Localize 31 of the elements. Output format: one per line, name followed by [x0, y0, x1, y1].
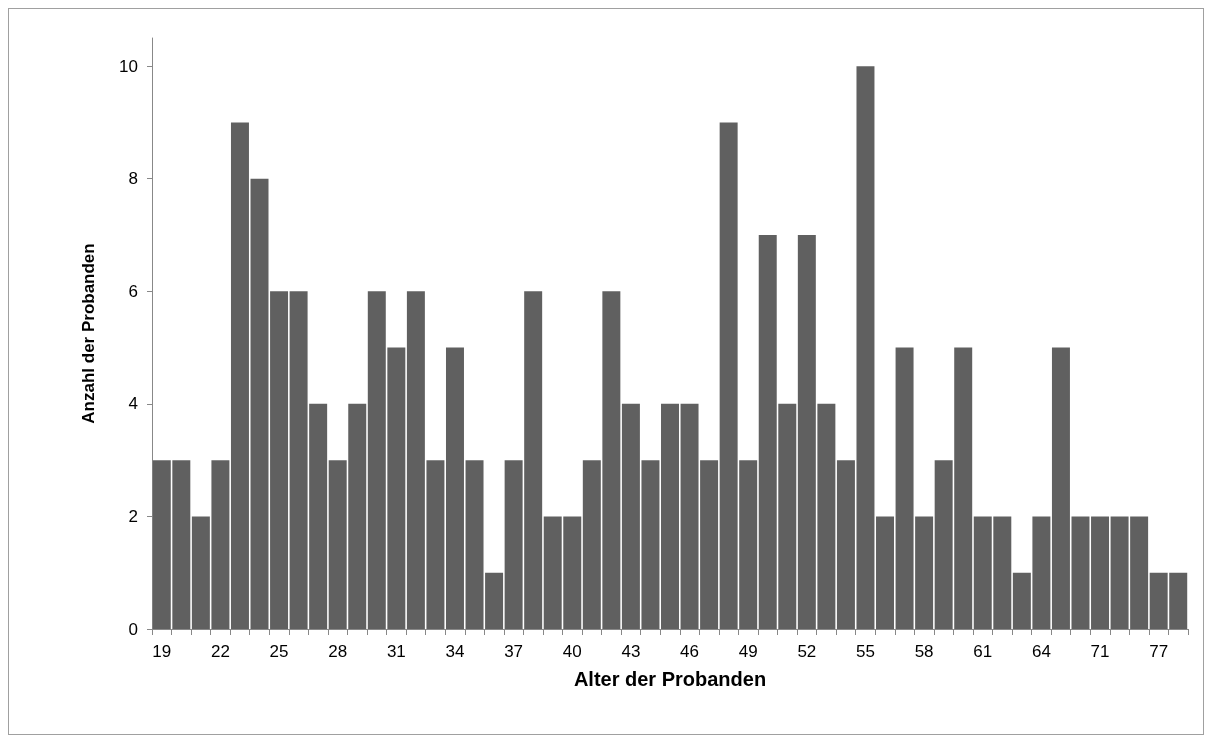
x-tick-label: 52: [797, 642, 817, 661]
x-tick-label: 49: [738, 642, 758, 661]
bar: [661, 403, 679, 629]
x-tick-label: 64: [1031, 642, 1051, 661]
x-tick-label: 61: [973, 642, 993, 661]
x-tick-label: 31: [386, 642, 406, 661]
x-tick-label: 43: [621, 642, 641, 661]
x-tick-label: 40: [562, 642, 582, 661]
x-tick-label: 37: [504, 642, 524, 661]
x-tick-label: 77: [1149, 642, 1169, 661]
x-tick-label: 46: [680, 642, 700, 661]
y-tick-label: 8: [128, 169, 138, 189]
bar: [230, 122, 249, 629]
bar: [1091, 516, 1110, 629]
bar: [876, 516, 895, 629]
x-tick-label: 19: [152, 642, 172, 661]
x-tick-label: 71: [1090, 642, 1110, 661]
y-tick-label: 6: [128, 281, 138, 301]
x-tick-label: 55: [856, 642, 875, 661]
y-tick-label: 2: [128, 506, 138, 526]
x-tick-label: 22: [210, 642, 230, 661]
x-tick-label: 28: [328, 642, 348, 661]
y-tick-label: 0: [128, 619, 138, 639]
x-tick-label: 25: [269, 642, 289, 661]
x-tick-label: 34: [445, 642, 465, 661]
x-axis-title: Alter der Probanden: [573, 668, 767, 690]
x-tick-label: 58: [914, 642, 934, 661]
bar: [445, 347, 464, 629]
y-tick-label: 4: [128, 394, 138, 414]
y-tick-label: 10: [119, 56, 138, 76]
y-axis-title: Anzahl der Probanden: [79, 243, 98, 424]
